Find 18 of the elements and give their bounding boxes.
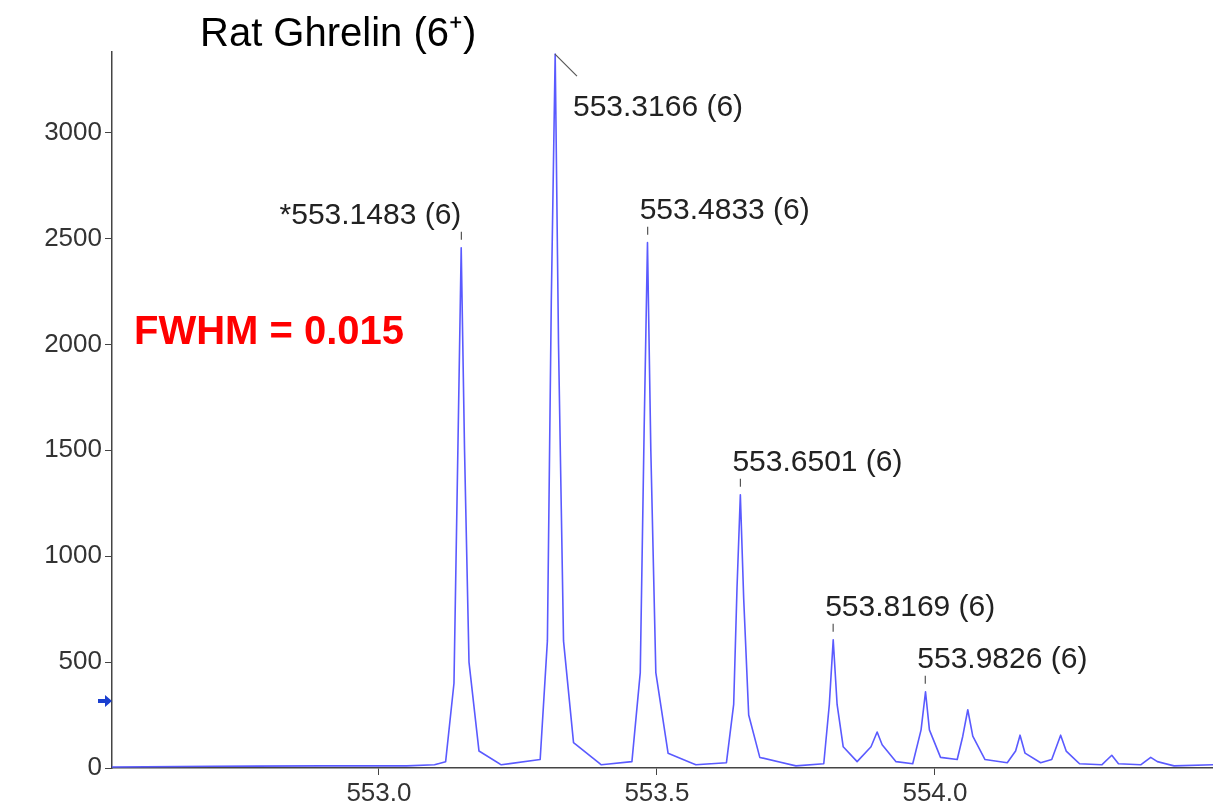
annotation: *553.1483 (6) <box>279 196 462 230</box>
annotation: 553.3166 (6) <box>572 89 744 123</box>
x-tick-label: 553.5 <box>624 776 690 807</box>
y-tick-label: 2500 <box>44 221 102 252</box>
chart-title: Rat Ghrelin (6⁺) <box>200 10 477 54</box>
y-tick-label: 1500 <box>44 433 102 464</box>
annotation: 553.9826 (6) <box>917 640 1088 674</box>
annotation: 553.8169 (6) <box>825 588 996 622</box>
y-tick-label: 500 <box>58 645 102 676</box>
y-tick-label: 3000 <box>44 115 102 146</box>
y-tick-label: 2000 <box>44 327 102 358</box>
x-tick-label: 553.0 <box>346 776 412 807</box>
annotation: 553.6501 (6) <box>732 443 903 477</box>
annotation: 553.4833 (6) <box>639 191 810 225</box>
y-tick-label: 1000 <box>44 539 102 570</box>
y-tick-label: 0 <box>87 751 102 782</box>
x-tick-label: 554.0 <box>902 776 968 807</box>
annotation: FWHM = 0.015 <box>134 308 405 353</box>
